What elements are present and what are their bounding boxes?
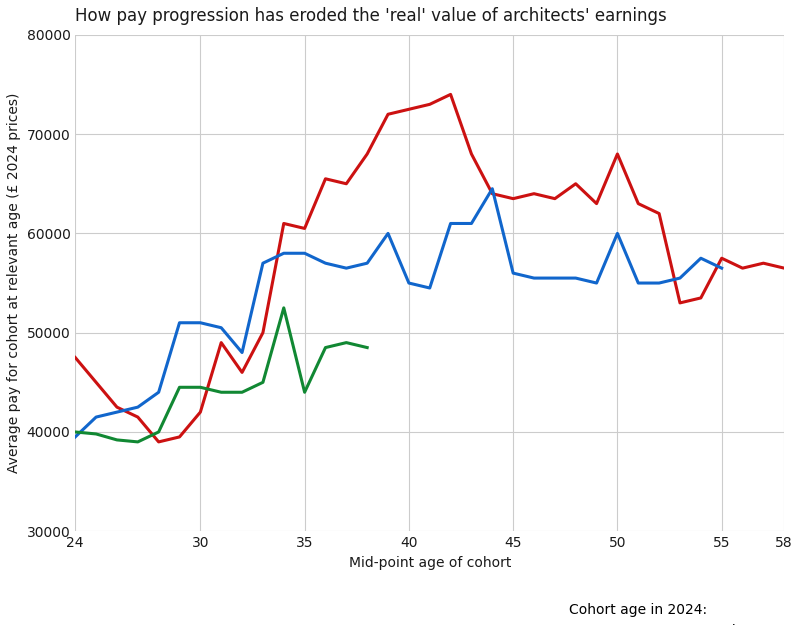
- Legend: 55+, 40-54, Under 40: 55+, 40-54, Under 40: [498, 598, 778, 625]
- Y-axis label: Average pay for cohort at relevant age (£ 2024 prices): Average pay for cohort at relevant age (…: [7, 93, 21, 473]
- X-axis label: Mid-point age of cohort: Mid-point age of cohort: [349, 556, 511, 569]
- Text: How pay progression has eroded the 'real' value of architects' earnings: How pay progression has eroded the 'real…: [75, 7, 667, 25]
